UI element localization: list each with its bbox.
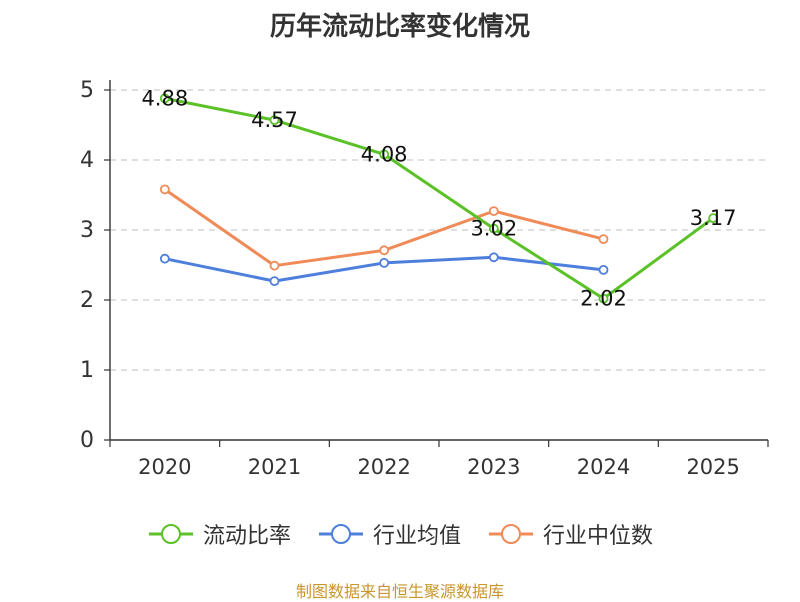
data-point: [159, 253, 170, 264]
data-point: [269, 115, 280, 125]
data-point: [598, 234, 609, 245]
legend-item[interactable]: 行业均值: [317, 518, 461, 550]
y-tick-label: 4: [80, 148, 94, 173]
data-point: [488, 206, 499, 217]
y-tick-label: 2: [80, 288, 94, 313]
chart-legend: 流动比率 行业均值 行业中位数: [0, 518, 800, 550]
y-tick-label: 1: [80, 358, 94, 383]
y-tick-label: 3: [80, 218, 94, 243]
data-point: [379, 149, 390, 160]
legend-label: 流动比率: [202, 524, 291, 549]
legend-item[interactable]: 行业中位数: [487, 518, 653, 550]
legend-marker-icon: [489, 524, 533, 544]
legend-marker-icon: [148, 524, 193, 544]
data-point: [598, 264, 609, 275]
legend-label: 行业中位数: [543, 524, 654, 549]
x-tick-label: 2020: [138, 455, 191, 479]
x-tick-label: 2024: [577, 455, 630, 479]
data-point: [708, 213, 719, 224]
chart-title: 历年流动比率变化情况: [269, 12, 530, 42]
data-label: 4.08: [361, 142, 408, 166]
data-point: [269, 276, 280, 287]
y-tick-label: 5: [80, 78, 94, 103]
data-label: 3.02: [470, 217, 517, 241]
data-label: 4.88: [141, 86, 188, 110]
legend-item[interactable]: 流动比率: [147, 518, 291, 550]
y-tick-label: 0: [80, 428, 94, 453]
x-tick-label: 2022: [357, 455, 410, 479]
series-line: [164, 96, 715, 301]
data-point: [159, 93, 170, 104]
x-tick-label: 2021: [248, 455, 301, 479]
x-tick-label: 2023: [467, 455, 520, 479]
data-source-note: 制图数据来自恒生聚源数据库: [295, 582, 504, 601]
data-point: [269, 260, 280, 271]
x-tick-label: 2025: [686, 455, 739, 479]
data-point: [488, 223, 499, 234]
data-point: [488, 252, 499, 263]
data-label: 2.02: [580, 287, 627, 311]
data-label: 3.17: [690, 206, 737, 230]
data-label: 4.57: [251, 108, 298, 132]
legend-marker-icon: [318, 524, 363, 544]
data-point: [598, 293, 609, 304]
data-point: [159, 184, 170, 195]
legend-label: 行业均值: [372, 524, 461, 549]
data-point: [379, 257, 390, 268]
data-point: [379, 245, 390, 256]
